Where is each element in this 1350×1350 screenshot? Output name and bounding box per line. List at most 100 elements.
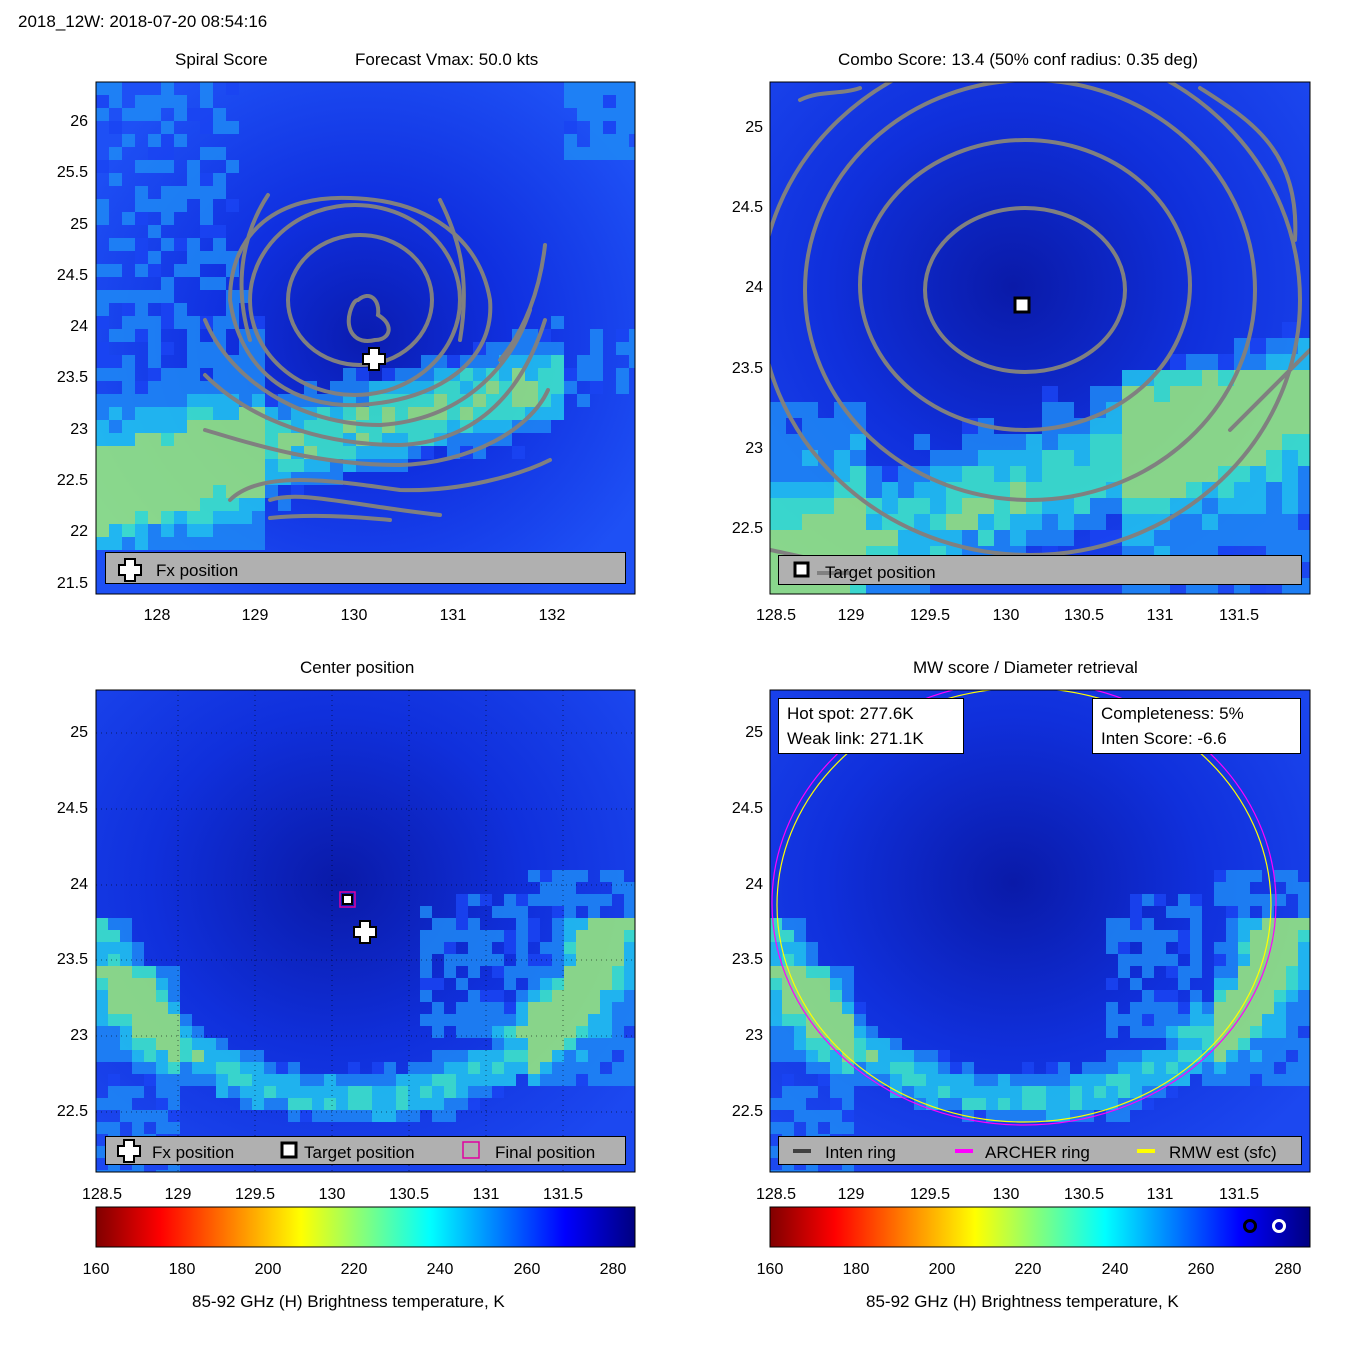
heat-cell xyxy=(408,1062,420,1074)
heat-cell xyxy=(946,514,962,530)
heat-cell xyxy=(1214,882,1226,894)
heat-cell xyxy=(1118,1074,1130,1086)
ytick: 21.5 xyxy=(56,575,88,592)
heat-cell xyxy=(109,420,122,433)
heat-cell xyxy=(1142,942,1154,954)
heat-cell xyxy=(1190,1026,1202,1038)
heat-cell xyxy=(564,381,577,394)
heat-cell xyxy=(109,524,122,537)
heat-cell xyxy=(468,1014,480,1026)
heat-cell xyxy=(96,394,109,407)
heat-cell xyxy=(108,966,120,978)
heat-cell xyxy=(806,1122,818,1134)
heat-cell xyxy=(122,485,135,498)
heat-cell xyxy=(1026,514,1042,530)
heat-cell xyxy=(818,418,834,434)
heat-cell xyxy=(600,942,612,954)
heat-cell xyxy=(986,1098,998,1110)
heat-cell xyxy=(1226,870,1238,882)
heat-cell xyxy=(213,238,226,251)
heat-cell xyxy=(1250,918,1262,930)
heat-cell xyxy=(1166,954,1178,966)
heat-cell xyxy=(96,264,109,277)
heat-cell xyxy=(161,186,174,199)
heat-cell xyxy=(444,954,456,966)
xtick: 131 xyxy=(1146,1186,1174,1203)
heat-cell xyxy=(444,966,456,978)
heat-cell xyxy=(420,1062,432,1074)
heat-cell xyxy=(1118,1086,1130,1098)
heat-cell xyxy=(1010,1086,1022,1098)
heat-cell xyxy=(564,942,576,954)
heat-cell xyxy=(1046,1110,1058,1122)
heat-cell xyxy=(161,316,174,329)
heat-cell xyxy=(1074,450,1090,466)
heat-cell xyxy=(624,1014,635,1026)
heat-cell xyxy=(842,1122,854,1134)
heat-cell xyxy=(1046,1062,1058,1074)
heat-cell xyxy=(1298,942,1310,954)
heat-cell xyxy=(588,918,600,930)
heat-cell xyxy=(204,1050,216,1062)
heat-cell xyxy=(288,1062,300,1074)
heat-cell xyxy=(252,1098,264,1110)
heat-cell xyxy=(1262,1062,1274,1074)
heat-cell xyxy=(144,1074,156,1086)
heat-cell xyxy=(432,1110,444,1122)
heat-cell xyxy=(135,303,148,316)
legend-label: Fx position xyxy=(152,1143,235,1162)
heat-cell xyxy=(994,450,1010,466)
heat-cell xyxy=(624,930,635,942)
heat-cell xyxy=(516,942,528,954)
heat-cell xyxy=(516,906,528,918)
heat-cell xyxy=(356,407,369,420)
heat-cell xyxy=(1274,1026,1286,1038)
heat-cell xyxy=(1286,1074,1298,1086)
heat-cell xyxy=(499,420,512,433)
heat-cell xyxy=(770,418,786,434)
heat-cell xyxy=(902,1050,914,1062)
heat-cell xyxy=(1274,1002,1286,1014)
heat-cell xyxy=(135,498,148,511)
heat-cell xyxy=(782,930,794,942)
heat-cell xyxy=(1154,1026,1166,1038)
heat-cell xyxy=(108,954,120,966)
heat-cell xyxy=(265,485,278,498)
heat-cell xyxy=(226,537,239,550)
heat-cell xyxy=(168,1122,180,1134)
heat-cell xyxy=(1250,354,1266,370)
cbar-tick: 240 xyxy=(1101,1261,1129,1278)
heat-cell xyxy=(161,381,174,394)
heat-cell xyxy=(564,82,577,95)
heat-cell xyxy=(818,978,830,990)
heat-cell xyxy=(109,511,122,524)
heat-cell xyxy=(456,1086,468,1098)
heat-cell xyxy=(576,1062,588,1074)
heat-cell xyxy=(552,1002,564,1014)
heat-cell xyxy=(1202,1062,1214,1074)
heat-cell xyxy=(1130,1002,1142,1014)
heat-cell xyxy=(216,1086,228,1098)
heat-cell xyxy=(978,450,994,466)
heat-cell xyxy=(866,514,882,530)
completeness-box: Completeness: 5% Inten Score: -6.6 xyxy=(1092,698,1301,754)
heat-cell xyxy=(161,433,174,446)
heat-cell xyxy=(1142,1074,1154,1086)
heat-cell xyxy=(1266,514,1282,530)
heat-cell xyxy=(432,1086,444,1098)
heat-cell xyxy=(226,82,239,95)
heat-cell xyxy=(108,942,120,954)
heat-cell xyxy=(551,316,564,329)
cbar-tick: 160 xyxy=(82,1261,110,1278)
heat-cell xyxy=(420,978,432,990)
heat-cell xyxy=(525,394,538,407)
heat-cell xyxy=(109,173,122,186)
heat-cell xyxy=(1138,498,1154,514)
heat-cell xyxy=(156,1086,168,1098)
heat-cell xyxy=(1154,386,1170,402)
heat-cell xyxy=(914,514,930,530)
heat-cell xyxy=(629,82,635,95)
heat-cell xyxy=(1178,978,1190,990)
heat-cell xyxy=(473,368,486,381)
heat-cell xyxy=(144,1062,156,1074)
